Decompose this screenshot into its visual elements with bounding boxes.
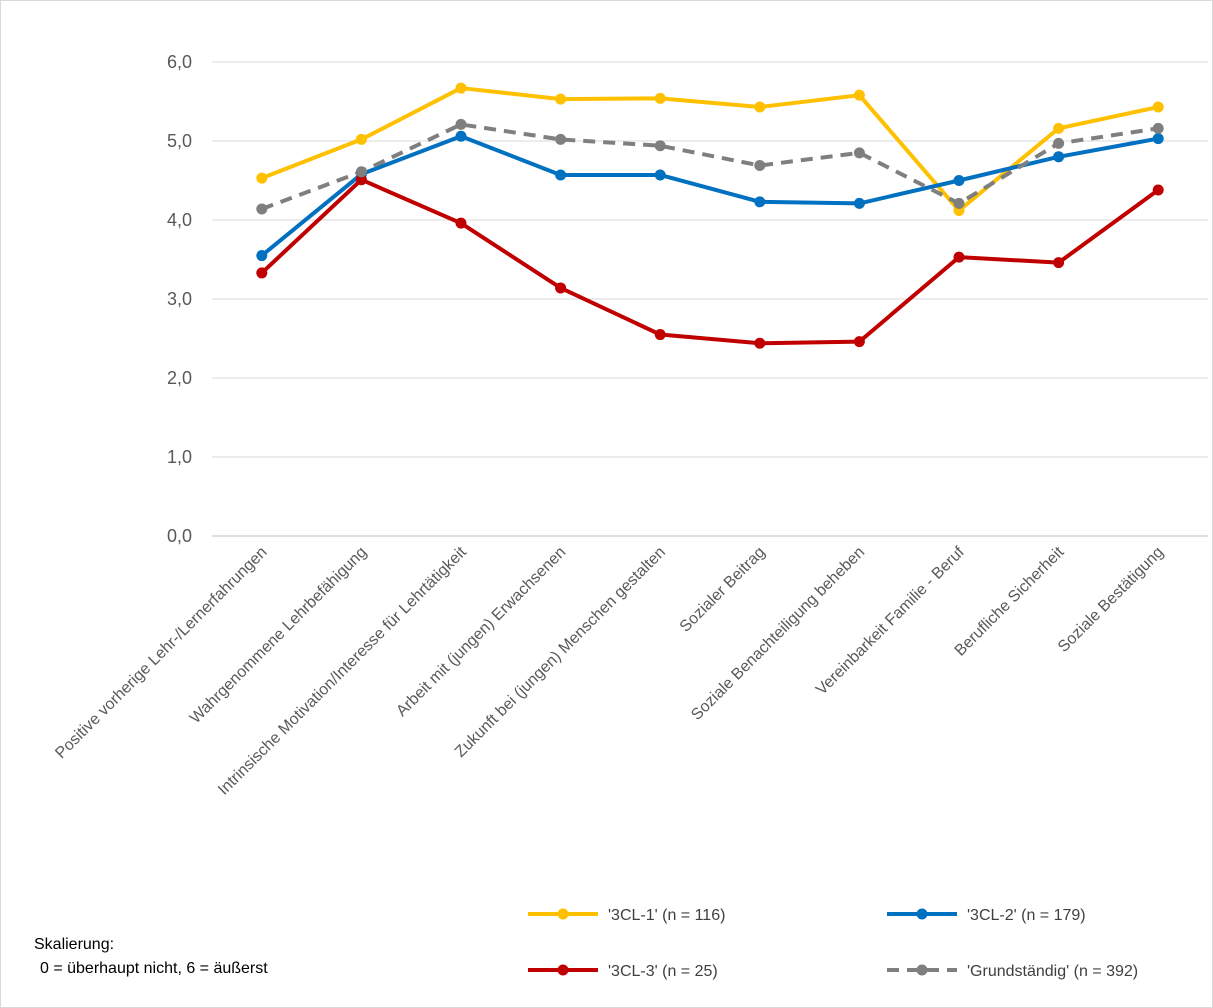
- data-point: [355, 133, 367, 145]
- data-point: [1152, 184, 1164, 196]
- x-category-label: Wahrgenommene Lehrbefähigung: [187, 544, 370, 727]
- data-point: [953, 175, 965, 186]
- data-point: [953, 197, 965, 209]
- legend-entry: '3CL-3' (n = 25): [528, 963, 718, 980]
- data-point: [256, 203, 268, 215]
- data-point: [555, 93, 567, 105]
- data-point: [355, 174, 367, 186]
- x-category-label: Zukunft bei (jungen) Menschen gestalten: [452, 544, 669, 761]
- data-point: [853, 197, 865, 209]
- x-category-label: Sozialer Beitrag: [677, 544, 769, 636]
- data-point: [1152, 133, 1164, 145]
- data-point: [654, 329, 666, 341]
- data-point: [555, 133, 567, 145]
- data-point: [853, 89, 865, 101]
- data-point: [455, 217, 467, 229]
- series-line: [259, 134, 1161, 258]
- x-category-label: Arbeit mit (jungen) Erwachsenen: [393, 544, 569, 720]
- data-point: [953, 251, 965, 263]
- data-point: [1152, 122, 1164, 134]
- series-line: [259, 86, 1161, 213]
- data-point: [1053, 151, 1065, 163]
- x-category-label: Soziale Benachteiligung beheben: [688, 544, 868, 724]
- data-point: [1152, 101, 1164, 113]
- y-tick-label: 1,0: [167, 447, 192, 467]
- legend-swatch-marker: [916, 908, 928, 920]
- data-point: [853, 147, 865, 159]
- data-point: [455, 130, 467, 142]
- y-tick-label: 0,0: [167, 526, 192, 546]
- series-2: [256, 130, 1164, 262]
- data-point: [455, 82, 467, 94]
- y-tick-label: 2,0: [167, 368, 192, 388]
- data-point: [754, 337, 766, 349]
- x-category-label: Berufliche Sicherheit: [952, 543, 1068, 659]
- legend-swatch-marker: [557, 964, 569, 976]
- data-point: [355, 166, 367, 178]
- x-category-label: Positive vorherige Lehr-/Lernerfahrungen: [52, 544, 270, 762]
- data-point: [1053, 137, 1065, 149]
- series-line: [259, 177, 1161, 346]
- legend-label: '3CL-2' (n = 179): [967, 907, 1086, 924]
- data-point: [455, 118, 467, 130]
- y-tick-label: 6,0: [167, 52, 192, 72]
- y-tick-label: 4,0: [167, 210, 192, 230]
- legend: '3CL-1' (n = 116) '3CL-2' (n = 179) '3CL-3…: [528, 907, 1138, 980]
- data-point: [256, 172, 268, 184]
- data-series: [256, 82, 1164, 349]
- data-point: [555, 169, 567, 181]
- x-axis-category-labels: Positive vorherige Lehr-/Lernerfahrungen…: [52, 543, 1167, 798]
- series-4: [256, 118, 1164, 215]
- data-point: [654, 169, 666, 181]
- data-point: [853, 336, 865, 348]
- scale-note-text: 0 = überhaupt nicht, 6 = äußerst: [40, 960, 268, 977]
- legend-entry: '3CL-2' (n = 179): [887, 907, 1086, 924]
- legend-swatch-marker: [557, 908, 569, 920]
- data-point: [256, 267, 268, 279]
- y-tick-label: 3,0: [167, 289, 192, 309]
- data-point: [654, 92, 666, 104]
- series-1: [256, 82, 1164, 217]
- data-point: [555, 282, 567, 294]
- series-line: [261, 122, 1159, 211]
- series-3: [256, 174, 1164, 349]
- legend-swatch-marker: [916, 964, 928, 976]
- data-point: [256, 250, 268, 262]
- legend-label: 'Grundständig' (n = 392): [967, 963, 1138, 980]
- legend-label: '3CL-1' (n = 116): [608, 907, 725, 924]
- data-point: [1053, 122, 1065, 134]
- scale-note: Skalierung: 0 = überhaupt nicht, 6 = äuß…: [34, 933, 268, 981]
- legend-label: '3CL-3' (n = 25): [608, 963, 718, 980]
- y-tick-label: 5,0: [167, 131, 192, 151]
- legend-entry: 'Grundständig' (n = 392): [887, 963, 1138, 980]
- legend-entry: '3CL-1' (n = 116): [528, 907, 725, 924]
- data-point: [654, 140, 666, 152]
- data-point: [1053, 257, 1065, 269]
- data-point: [754, 101, 766, 113]
- y-axis-tick-labels: 0,0 1,0 2,0 3,0 4,0 5,0 6,0: [167, 52, 192, 546]
- data-point: [754, 196, 766, 208]
- data-point: [754, 159, 766, 171]
- scale-note-title: Skalierung:: [34, 936, 115, 953]
- x-category-label: Soziale Bestätigung: [1055, 544, 1167, 656]
